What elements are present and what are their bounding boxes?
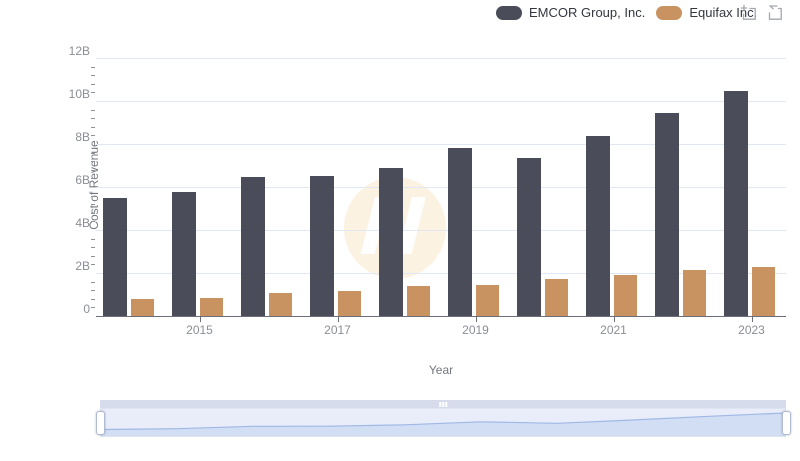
- y-minor-tick: [91, 195, 95, 197]
- x-tick: [751, 317, 753, 322]
- y-minor-tick: [91, 152, 95, 154]
- x-tick: [337, 317, 339, 322]
- x-tick-label: 2015: [186, 323, 213, 337]
- legend: EMCOR Group, Inc. Equifax Inc.: [496, 5, 757, 21]
- legend-item-equifax[interactable]: Equifax Inc.: [656, 5, 757, 21]
- y-tick-label: 12B: [68, 44, 90, 58]
- y-minor-tick: [91, 126, 95, 128]
- y-tick-label: 0: [83, 302, 90, 316]
- x-tick-label: 2017: [324, 323, 351, 337]
- x-axis-line: [96, 316, 786, 317]
- y-minor-tick: [91, 161, 95, 163]
- legend-item-emcor[interactable]: EMCOR Group, Inc.: [496, 5, 645, 21]
- bar-emcor-2022[interactable]: [655, 112, 679, 316]
- bar-emcor-2019[interactable]: [448, 148, 472, 316]
- y-minor-tick: [91, 290, 95, 292]
- y-minor-tick: [91, 92, 95, 94]
- datazoom-slider[interactable]: [96, 400, 791, 437]
- toolbox: [740, 4, 784, 22]
- bar-emcor-2023[interactable]: [724, 91, 748, 316]
- x-tick: [613, 317, 615, 322]
- y-minor-tick: [91, 169, 95, 171]
- y-minor-tick: [91, 255, 95, 257]
- bar-equifax-2016[interactable]: [269, 293, 292, 316]
- y-minor-tick: [91, 109, 95, 111]
- y-minor-tick: [91, 264, 95, 266]
- plot-area: Cost of Revenue Year 0 2B 4B 6B 8B 10B 12B 2015…: [69, 44, 786, 377]
- bar-equifax-2014[interactable]: [131, 299, 154, 316]
- x-axis-title: Year: [428, 363, 454, 377]
- x-tick: [475, 317, 477, 322]
- gridline: [96, 230, 786, 231]
- bar-equifax-2015[interactable]: [200, 298, 223, 316]
- drag-grip-icon[interactable]: [439, 401, 447, 407]
- gridline: [96, 101, 786, 102]
- datazoom-right-handle[interactable]: [782, 411, 791, 435]
- bar-emcor-2016[interactable]: [241, 177, 265, 316]
- y-tick-label: 6B: [75, 173, 90, 187]
- datazoom-move-handle[interactable]: [100, 400, 786, 408]
- bar-emcor-2021[interactable]: [586, 136, 610, 316]
- datazoom-shadow-area: [100, 412, 786, 436]
- bar-emcor-2018[interactable]: [379, 167, 403, 316]
- restore-icon[interactable]: [766, 4, 784, 22]
- bar-equifax-2019[interactable]: [476, 284, 499, 316]
- datazoom-track[interactable]: [100, 408, 786, 437]
- y-minor-tick: [91, 75, 95, 77]
- x-tick-label: 2019: [462, 323, 489, 337]
- y-minor-tick: [91, 247, 95, 249]
- bar-equifax-2021[interactable]: [614, 275, 637, 316]
- legend-label: EMCOR Group, Inc.: [529, 5, 646, 20]
- y-minor-tick: [91, 238, 95, 240]
- gridline: [96, 273, 786, 274]
- gridline: [96, 58, 786, 59]
- y-minor-tick: [91, 118, 95, 120]
- bar-equifax-2018[interactable]: [407, 285, 430, 316]
- y-minor-tick: [91, 212, 95, 214]
- x-tick-label: 2021: [600, 323, 627, 337]
- y-minor-tick: [91, 135, 95, 137]
- datazoom-left-handle[interactable]: [96, 411, 105, 435]
- bar-emcor-2017[interactable]: [310, 176, 334, 316]
- shadow-line: [100, 412, 786, 431]
- gridline: [96, 144, 786, 145]
- y-tick-label: 10B: [68, 87, 90, 101]
- x-tick: [199, 317, 201, 322]
- bar-equifax-2017[interactable]: [338, 291, 361, 316]
- legend-swatch-icon: [496, 6, 522, 20]
- y-tick-label: 2B: [75, 259, 90, 273]
- y-minor-tick: [91, 83, 95, 85]
- y-tick-label: 8B: [75, 130, 90, 144]
- legend-label: Equifax Inc.: [689, 5, 758, 20]
- bar-equifax-2022[interactable]: [683, 269, 706, 316]
- y-minor-tick: [91, 221, 95, 223]
- y-minor-tick: [91, 178, 95, 180]
- y-minor-tick: [91, 204, 95, 206]
- zoom-select-icon[interactable]: [740, 4, 758, 22]
- y-minor-tick: [91, 307, 95, 309]
- gridline: [96, 187, 786, 188]
- shadow-area: [101, 413, 785, 436]
- y-minor-tick: [91, 281, 95, 283]
- bar-emcor-2020[interactable]: [517, 157, 541, 316]
- bar-emcor-2014[interactable]: [103, 197, 127, 316]
- x-tick-label: 2023: [738, 323, 765, 337]
- bar-emcor-2015[interactable]: [172, 192, 196, 316]
- y-minor-tick: [91, 66, 95, 68]
- bar-equifax-2020[interactable]: [545, 279, 568, 316]
- y-tick-label: 4B: [75, 216, 90, 230]
- legend-swatch-icon: [656, 6, 683, 20]
- bar-equifax-2023[interactable]: [752, 266, 775, 316]
- y-minor-tick: [91, 298, 95, 300]
